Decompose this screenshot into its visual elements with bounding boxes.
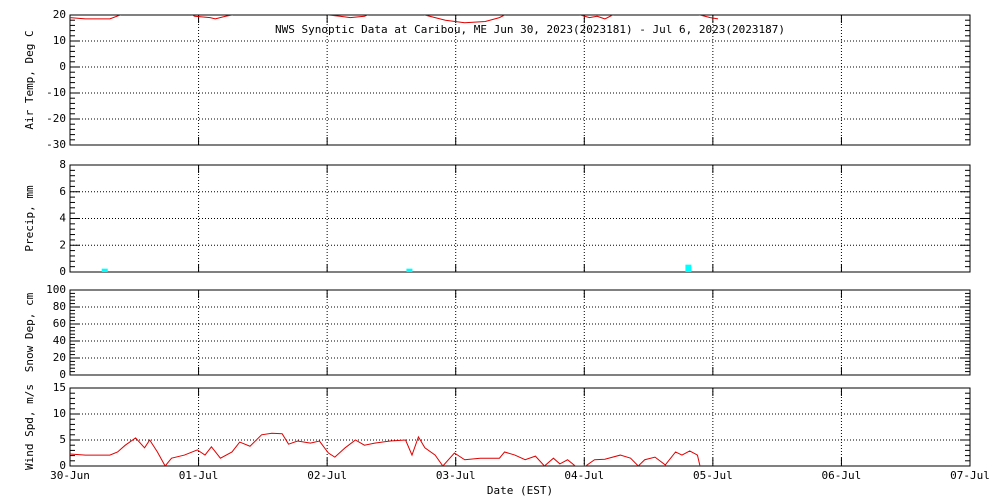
plot-frame bbox=[69, 14, 971, 146]
y-tick-label: 10 bbox=[53, 407, 66, 420]
data-line bbox=[70, 15, 719, 24]
x-tick-label: 07-Jul bbox=[950, 469, 990, 482]
x-tick-label: 03-Jul bbox=[436, 469, 476, 482]
x-tick-label: 06-Jul bbox=[822, 469, 862, 482]
y-tick-label: 0 bbox=[59, 459, 66, 472]
y-tick-label: -30 bbox=[46, 138, 66, 151]
y-tick-label: -20 bbox=[46, 112, 66, 125]
y-axis-label: Precip, mm bbox=[23, 185, 36, 252]
x-axis-label: Date (EST) bbox=[487, 484, 553, 497]
x-tick-label: 05-Jul bbox=[693, 469, 733, 482]
plot-frame bbox=[69, 289, 971, 376]
y-tick-label: 6 bbox=[59, 185, 66, 198]
bar bbox=[406, 268, 413, 272]
y-tick-label: 80 bbox=[53, 300, 66, 313]
y-tick-label: 0 bbox=[59, 60, 66, 73]
y-tick-label: 100 bbox=[46, 283, 66, 296]
y-tick-label: 10 bbox=[53, 34, 66, 47]
plot-frame bbox=[69, 387, 971, 467]
y-axis-label: Wind Spd, m/s bbox=[23, 384, 36, 470]
y-tick-label: 40 bbox=[53, 334, 66, 347]
y-tick-label: 0 bbox=[59, 368, 66, 381]
y-tick-label: 2 bbox=[59, 238, 66, 251]
data-line bbox=[70, 432, 701, 466]
bar bbox=[685, 264, 692, 272]
y-tick-label: 20 bbox=[53, 8, 66, 21]
x-tick-label: 30-Jun bbox=[50, 469, 90, 482]
y-tick-label: 60 bbox=[53, 317, 66, 330]
y-tick-label: -10 bbox=[46, 86, 66, 99]
y-axis-label: Snow Dep, cm bbox=[23, 292, 36, 372]
x-tick-label: 01-Jul bbox=[179, 469, 219, 482]
chart-title: NWS Synoptic Data at Caribou, ME Jun 30,… bbox=[275, 23, 785, 36]
y-tick-label: 0 bbox=[59, 265, 66, 278]
y-tick-label: 5 bbox=[59, 433, 66, 446]
y-tick-label: 20 bbox=[53, 351, 66, 364]
y-tick-label: 15 bbox=[53, 381, 66, 394]
y-tick-label: 4 bbox=[59, 212, 66, 225]
bar bbox=[101, 268, 108, 272]
x-tick-label: 04-Jul bbox=[564, 469, 604, 482]
x-tick-label: 02-Jul bbox=[307, 469, 347, 482]
y-tick-label: 8 bbox=[59, 158, 66, 171]
plot-frame bbox=[69, 164, 971, 273]
y-axis-label: Air Temp, Deg C bbox=[23, 30, 36, 129]
